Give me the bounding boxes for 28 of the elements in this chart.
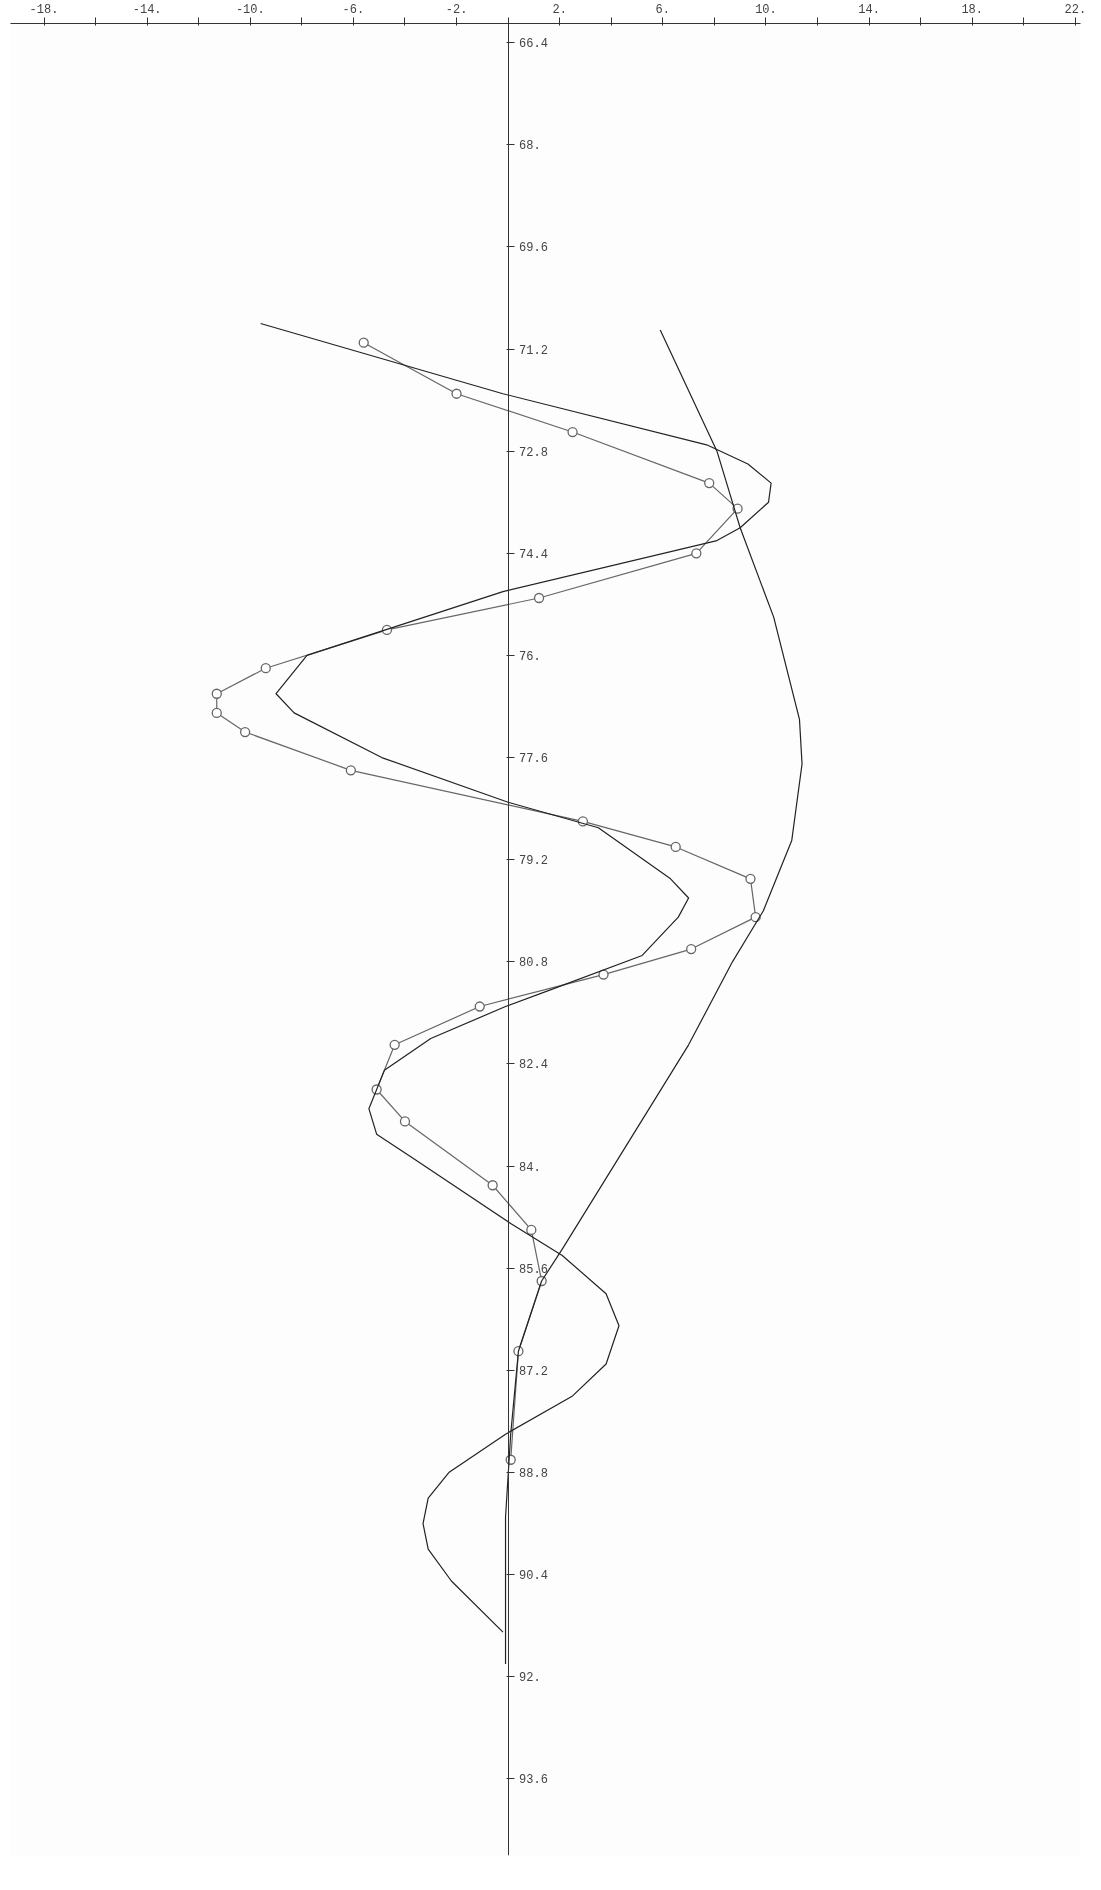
y-tick-label: 72.8 bbox=[519, 445, 548, 460]
x-tick-label: -6. bbox=[342, 2, 365, 17]
x-tick-label: -2. bbox=[445, 2, 468, 17]
y-tick-label: 92. bbox=[519, 1671, 541, 1686]
x-tick-label: -14. bbox=[132, 2, 162, 17]
y-tick-label: 74.4 bbox=[519, 547, 548, 562]
y-tick-label: 76. bbox=[519, 649, 541, 664]
y-tick-label: 66.4 bbox=[519, 37, 548, 52]
y-tick-label: 71.2 bbox=[519, 343, 548, 358]
y-tick-label: 84. bbox=[519, 1160, 541, 1175]
x-tick-label: -18. bbox=[29, 2, 59, 17]
x-tick-label: 22. bbox=[1064, 2, 1087, 17]
y-tick-label: 93.6 bbox=[519, 1773, 548, 1788]
y-tick-label: 68. bbox=[519, 139, 541, 154]
y-tick-label: 77.6 bbox=[519, 752, 548, 767]
x-tick-label: 2. bbox=[552, 2, 567, 17]
x-tick-label: 10. bbox=[755, 2, 777, 17]
y-tick-label: 87.2 bbox=[519, 1364, 548, 1379]
y-tick-label: 80.8 bbox=[519, 956, 548, 971]
y-tick-label: 79.2 bbox=[519, 854, 548, 869]
y-tick-label: 69.6 bbox=[519, 241, 548, 256]
x-tick-label: -10. bbox=[235, 2, 265, 17]
x-tick-label: 6. bbox=[655, 2, 671, 17]
x-tick-label: 18. bbox=[961, 2, 984, 17]
y-tick-label: 88.8 bbox=[519, 1467, 548, 1481]
y-tick-label: 82.4 bbox=[519, 1058, 548, 1073]
y-tick-label: 90.4 bbox=[519, 1569, 548, 1584]
x-tick-label: 14. bbox=[858, 2, 880, 17]
